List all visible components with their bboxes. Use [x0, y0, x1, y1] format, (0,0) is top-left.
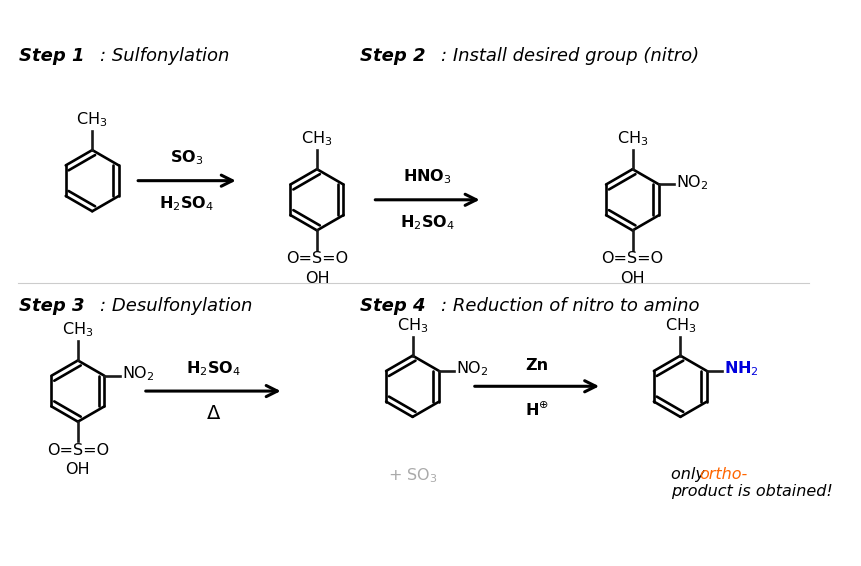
Text: Step 1: Step 1 [19, 47, 84, 65]
Text: : Reduction of nitro to amino: : Reduction of nitro to amino [441, 297, 699, 315]
Text: Step 2: Step 2 [360, 47, 425, 65]
Text: only: only [670, 466, 709, 482]
Text: Step 3: Step 3 [19, 297, 84, 315]
Text: OH: OH [620, 271, 644, 286]
Text: CH$_3$: CH$_3$ [62, 321, 94, 340]
Text: Zn: Zn [524, 358, 548, 373]
Text: H$^{\oplus}$: H$^{\oplus}$ [524, 400, 548, 418]
Text: Δ: Δ [207, 405, 220, 423]
Text: OH: OH [65, 462, 90, 477]
Text: H$_2$SO$_4$: H$_2$SO$_4$ [186, 359, 240, 378]
Text: Step 4: Step 4 [360, 297, 425, 315]
Text: OH: OH [304, 271, 329, 286]
Text: NO$_2$: NO$_2$ [676, 173, 708, 192]
Text: CH$_3$: CH$_3$ [300, 130, 332, 148]
Text: : Sulfonylation: : Sulfonylation [100, 47, 229, 65]
Text: NO$_2$: NO$_2$ [455, 360, 488, 379]
Text: NO$_2$: NO$_2$ [121, 365, 154, 383]
Text: : Desulfonylation: : Desulfonylation [100, 297, 252, 315]
Text: CH$_3$: CH$_3$ [616, 130, 647, 148]
Text: CH$_3$: CH$_3$ [396, 316, 428, 335]
Text: : Install desired group (nitro): : Install desired group (nitro) [441, 47, 698, 65]
Text: O=S=O: O=S=O [601, 251, 663, 267]
Text: product is obtained!: product is obtained! [670, 484, 832, 499]
Text: + SO$_3$: + SO$_3$ [387, 466, 437, 485]
Text: H$_2$SO$_4$: H$_2$SO$_4$ [400, 213, 455, 232]
Text: SO$_3$: SO$_3$ [170, 149, 203, 168]
Text: H$_2$SO$_4$: H$_2$SO$_4$ [159, 194, 214, 213]
Text: CH$_3$: CH$_3$ [77, 110, 108, 129]
Text: ortho-: ortho- [699, 466, 746, 482]
Text: O=S=O: O=S=O [286, 251, 348, 267]
Text: O=S=O: O=S=O [46, 443, 108, 458]
Text: CH$_3$: CH$_3$ [664, 316, 696, 335]
Text: HNO$_3$: HNO$_3$ [403, 168, 451, 186]
Text: NH$_2$: NH$_2$ [723, 360, 758, 379]
